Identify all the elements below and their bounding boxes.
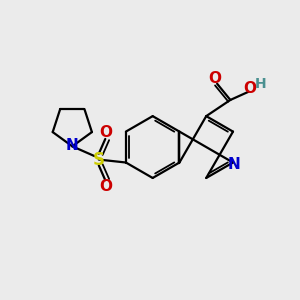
Text: N: N <box>66 138 79 153</box>
Text: S: S <box>93 151 105 169</box>
Text: O: O <box>244 81 256 96</box>
Text: O: O <box>99 125 112 140</box>
Text: O: O <box>99 179 112 194</box>
Text: N: N <box>228 158 241 172</box>
Text: H: H <box>255 77 267 91</box>
Text: O: O <box>208 71 221 86</box>
